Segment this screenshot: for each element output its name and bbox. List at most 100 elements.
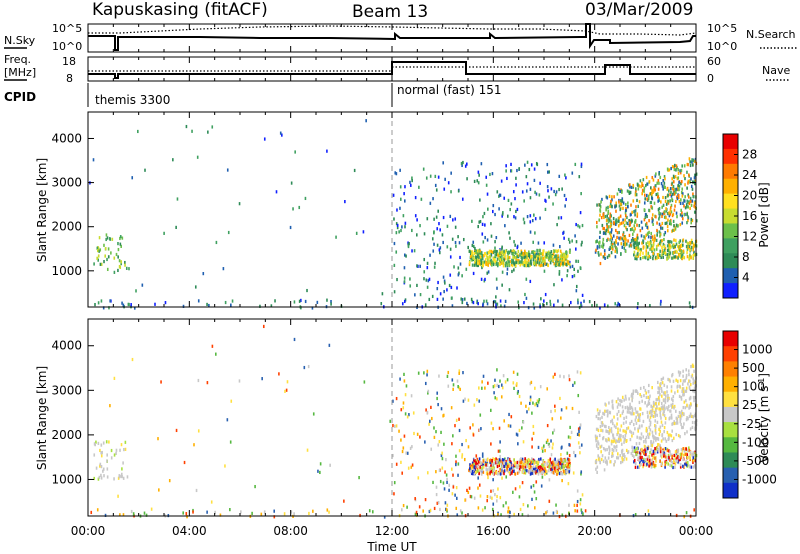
scatter-point bbox=[642, 459, 644, 464]
scatter-point bbox=[238, 202, 241, 206]
scatter-point bbox=[663, 244, 665, 249]
scatter-point bbox=[486, 271, 489, 275]
scatter-point bbox=[495, 252, 498, 257]
scatter-point bbox=[493, 384, 496, 388]
scatter-point bbox=[539, 216, 541, 220]
scatter-point bbox=[458, 449, 461, 453]
scatter-point bbox=[561, 465, 563, 469]
scatter-point bbox=[495, 295, 497, 299]
scatter-point bbox=[656, 380, 659, 385]
scatter-point bbox=[563, 193, 566, 198]
scatter-point bbox=[680, 254, 683, 258]
scatter-point bbox=[96, 248, 99, 253]
scatter-point bbox=[661, 212, 664, 216]
scatter-point bbox=[636, 435, 639, 439]
scatter-point bbox=[121, 467, 123, 471]
scatter-point bbox=[358, 475, 360, 480]
scatter-point bbox=[530, 254, 532, 258]
scatter-point bbox=[504, 257, 506, 261]
scatter-point bbox=[605, 438, 607, 442]
scatter-point bbox=[539, 465, 541, 469]
scatter-point bbox=[626, 427, 628, 431]
scatter-point bbox=[444, 281, 446, 285]
scatter-point bbox=[641, 399, 643, 403]
scatter-point bbox=[644, 212, 647, 217]
scatter-point bbox=[642, 457, 645, 461]
scatter-point bbox=[402, 401, 405, 405]
scatter-point bbox=[637, 418, 639, 422]
scatter-point bbox=[561, 187, 563, 191]
scatter-point bbox=[665, 439, 668, 443]
scatter-point bbox=[562, 254, 565, 258]
scatter-point bbox=[414, 512, 417, 516]
noise-left-tick-top: 10^5 bbox=[52, 22, 82, 35]
scatter-point bbox=[534, 470, 537, 474]
scatter-point bbox=[631, 227, 634, 232]
scatter-point bbox=[684, 176, 686, 181]
scatter-point bbox=[403, 299, 406, 304]
scatter-point bbox=[635, 205, 637, 209]
scatter-point bbox=[689, 402, 692, 406]
scatter-point bbox=[419, 264, 421, 268]
scatter-point bbox=[476, 466, 479, 470]
scatter-point bbox=[411, 228, 413, 233]
scatter-point bbox=[663, 404, 666, 408]
colorbar-tick-label: 1000 bbox=[742, 343, 773, 357]
scatter-point bbox=[599, 213, 601, 217]
scatter-point bbox=[663, 447, 666, 451]
scatter-point bbox=[597, 457, 600, 461]
scatter-point bbox=[633, 250, 636, 254]
scatter-point bbox=[495, 277, 498, 281]
scatter-point bbox=[559, 244, 561, 249]
scatter-point bbox=[662, 250, 665, 255]
scatter-point bbox=[676, 177, 679, 181]
scatter-point bbox=[191, 129, 193, 133]
scatter-point bbox=[526, 469, 528, 473]
scatter-point bbox=[540, 464, 543, 468]
scatter-point bbox=[536, 403, 539, 408]
scatter-point bbox=[135, 289, 137, 293]
scatter-point bbox=[665, 202, 668, 206]
scatter-point bbox=[647, 400, 650, 404]
scatter-point bbox=[502, 264, 505, 268]
scatter-point bbox=[639, 250, 642, 254]
scatter-point bbox=[679, 465, 682, 469]
scatter-point bbox=[607, 237, 609, 241]
scatter-point bbox=[661, 239, 663, 243]
scatter-point bbox=[437, 175, 440, 179]
scatter-point bbox=[628, 183, 631, 187]
scatter-point bbox=[439, 228, 441, 232]
colorbar-tick-label: 20 bbox=[742, 189, 757, 203]
scatter-point bbox=[401, 225, 403, 229]
scatter-point bbox=[648, 180, 651, 184]
scatter-point bbox=[168, 479, 171, 483]
scatter-point bbox=[651, 453, 653, 457]
scatter-point bbox=[688, 373, 690, 377]
scatter-point bbox=[513, 256, 515, 260]
scatter-point bbox=[407, 466, 410, 470]
scatter-point bbox=[646, 404, 648, 408]
scatter-point bbox=[415, 510, 418, 514]
scatter-point bbox=[599, 205, 602, 209]
scatter-point bbox=[645, 391, 648, 395]
scatter-point bbox=[499, 193, 502, 197]
scatter-point bbox=[643, 193, 646, 197]
scatter-point bbox=[688, 244, 691, 249]
scatter-point bbox=[450, 296, 453, 300]
y-tick-label: 4000 bbox=[51, 131, 82, 145]
scatter-point bbox=[403, 266, 406, 270]
scatter-point bbox=[578, 429, 580, 434]
scatter-point bbox=[404, 185, 406, 189]
scatter-point bbox=[402, 446, 405, 450]
scatter-point bbox=[477, 253, 479, 257]
scatter-point bbox=[455, 418, 458, 422]
scatter-point bbox=[470, 255, 472, 259]
scatter-point bbox=[550, 461, 553, 465]
scatter-point bbox=[631, 434, 633, 438]
scatter-point bbox=[638, 200, 641, 204]
scatter-point bbox=[653, 238, 656, 242]
scatter-point bbox=[571, 406, 574, 411]
scatter-point bbox=[689, 206, 691, 210]
scatter-point bbox=[479, 469, 482, 473]
scatter-point bbox=[503, 196, 506, 200]
